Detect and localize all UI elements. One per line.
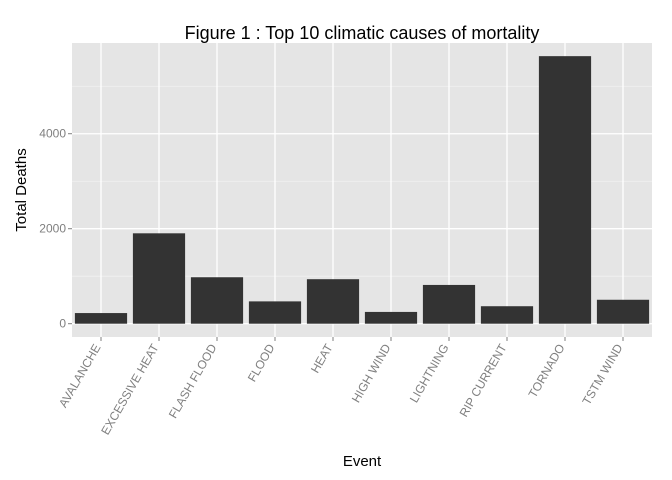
x-tick-label: HEAT	[308, 341, 336, 376]
x-tick-label: EXCESSIVE HEAT	[98, 341, 162, 437]
x-tick-label: RIP CURRENT	[457, 341, 510, 419]
bars	[74, 56, 650, 324]
bar-high-wind	[364, 311, 418, 324]
bar-heat	[306, 279, 360, 324]
y-tick-label: 2000	[39, 222, 66, 236]
y-axis-title: Total Deaths	[13, 148, 30, 231]
y-tick-label: 4000	[39, 127, 66, 141]
bar-tstm-wind	[596, 299, 650, 324]
bar-excessive-heat	[132, 233, 186, 324]
bar-lightning	[422, 284, 476, 324]
x-tick-label: LIGHTNING	[407, 342, 452, 406]
x-axis-title: Event	[343, 453, 382, 470]
y-tick-label: 0	[59, 317, 66, 331]
bar-avalanche	[74, 313, 128, 324]
x-tick-label: HIGH WIND	[349, 341, 394, 405]
x-tick-label: FLASH FLOOD	[166, 341, 220, 420]
x-tick-label: TSTM WIND	[579, 341, 625, 407]
y-axis: 0 2000 4000	[39, 127, 72, 331]
x-tick-label: AVALANCHE	[56, 342, 104, 410]
bar-flood	[248, 301, 302, 324]
x-tick-label: TORNADO	[526, 342, 568, 401]
chart-title: Figure 1 : Top 10 climatic causes of mor…	[185, 23, 540, 43]
bar-rip-current	[480, 306, 534, 324]
bar-tornado	[538, 56, 592, 324]
bar-flash-flood	[190, 277, 244, 324]
x-tick-label: FLOOD	[245, 341, 278, 384]
